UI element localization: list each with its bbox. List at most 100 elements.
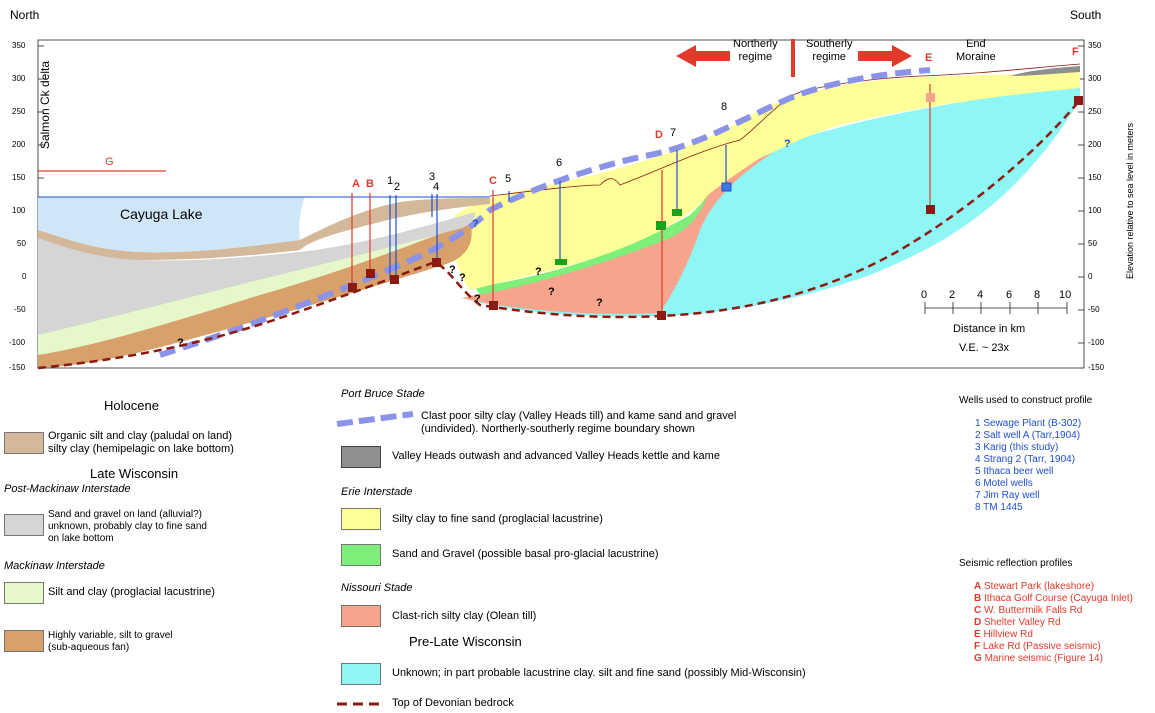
right-axis-title: Elevation relative to sea level in meter…: [1125, 122, 1135, 280]
swatch-olean: [341, 605, 381, 627]
well-item: 4 Strang 2 (Tarr, 1904): [975, 454, 1076, 465]
legend-fan: Highly variable, silt to gravel (sub-aqu…: [48, 630, 173, 654]
seismic-letter-e: E: [925, 52, 933, 64]
ground-surface: [489, 63, 1081, 197]
cross-section-diagram: [37, 39, 1085, 370]
well-number-3: 3: [429, 171, 436, 183]
right-axis: [1078, 45, 1084, 344]
legend-till-line2: (undivided). Northerly-southerly regime …: [421, 423, 695, 435]
end-moraine-line2: Moraine: [956, 51, 996, 63]
uncertainty-mark: ?: [472, 218, 479, 230]
legend-post-mackinaw-line3: on lake bottom: [48, 533, 114, 544]
wells-list: 1 Sewage Plant (B-302) 2 Salt well A (Ta…: [975, 418, 1081, 514]
unit-fan: [38, 222, 472, 368]
well-item: 3 Karig (this study): [975, 442, 1059, 453]
right-tick-label: 100: [1088, 206, 1102, 215]
scale-tick-2: 2: [949, 289, 956, 301]
well-number-8: 8: [721, 101, 728, 113]
seismic-item: F Lake Rd (Passive seismic): [974, 641, 1133, 653]
scale-tick-0: 0: [921, 289, 928, 301]
scale-tick-4: 4: [977, 289, 984, 301]
southerly-line2: regime: [812, 51, 847, 63]
seismic-item-text: Lake Rd (Passive seismic): [982, 641, 1101, 652]
left-tick-label: 50: [17, 239, 26, 248]
legend-outwash: Valley Heads outwash and advanced Valley…: [392, 450, 720, 462]
legend-sand-gravel: Sand and Gravel (possible basal pro-glac…: [392, 548, 659, 560]
late-wisconsin-title: Late Wisconsin: [90, 466, 179, 481]
northerly-regime-label: Northerly regime: [733, 38, 778, 64]
northerly-line2: regime: [738, 51, 773, 63]
left-tick-label: -150: [9, 363, 26, 372]
scale-tick-8: 8: [1034, 289, 1041, 301]
well-item: 1 Sewage Plant (B-302): [975, 418, 1082, 429]
left-tick-label: 250: [12, 107, 26, 116]
unit-unknown: [462, 85, 1080, 317]
southerly-line1: Southerly: [806, 38, 853, 50]
vertical-exaggeration: V.E. ~ 23x: [959, 342, 1010, 354]
legend-post-mackinaw-line1: Sand and gravel on land (alluvial?): [48, 509, 202, 520]
seismic-list: A Stewart Park (lakeshore) B Ithaca Golf…: [974, 581, 1133, 665]
legend-till-line1: Clast poor silty clay (Valley Heads till…: [421, 410, 737, 422]
bedrock-markers: [348, 96, 1083, 320]
uncertainty-mark: ?: [459, 272, 466, 284]
southerly-regime-label: Southerly regime: [806, 38, 852, 64]
swatch-post-mackinaw: [4, 514, 44, 536]
seismic-item-text: Marine seismic (Figure 14): [984, 653, 1103, 664]
seismic-letter-c: C: [489, 175, 497, 187]
uncertainty-mark: ?: [596, 297, 603, 309]
seismic-item-letter: E: [974, 629, 981, 640]
seismic-lines: [38, 84, 931, 316]
seismic-letter-f: F: [1072, 46, 1079, 58]
unit-sand-gravel: [475, 195, 708, 295]
section-header-north: North: [10, 8, 40, 22]
well-item: 5 Ithaca beer well: [975, 466, 1054, 477]
scale-bar: [924, 302, 1068, 314]
seismic-marker-e: [926, 93, 935, 102]
swatch-sand-gravel: [341, 544, 381, 566]
legend-post-mackinaw-line2: unknown, probably clay to fine sand: [48, 521, 207, 532]
holocene-title: Holocene: [104, 398, 159, 413]
right-tick-label: -50: [1088, 305, 1100, 314]
bedrock-line: [37, 99, 1081, 370]
seismic-item-text: Stewart Park (lakeshore): [984, 581, 1095, 592]
legend-unknown: Unknown; in part probable lacustrine cla…: [392, 667, 806, 679]
swatch-holocene: [4, 432, 44, 454]
cayuga-lake-label: Cayuga Lake: [120, 206, 203, 222]
right-tick-label: -150: [1088, 363, 1105, 372]
seismic-letter-d: D: [655, 129, 663, 141]
unit-mackinaw: [38, 215, 468, 365]
seismic-title: Seismic reflection profiles: [959, 558, 1073, 569]
left-tick-label: -100: [9, 338, 26, 347]
erie-title: Erie Interstade: [341, 486, 413, 498]
seismic-item-letter: F: [974, 641, 981, 652]
left-tick-label: 150: [12, 173, 26, 182]
seismic-item-text: Ithaca Golf Course (Cayuga Inlet): [984, 593, 1133, 604]
right-tick-label: -100: [1088, 338, 1105, 347]
pre-late-title: Pre-Late Wisconsin: [409, 634, 522, 649]
seismic-item: D Shelter Valley Rd: [974, 617, 1133, 629]
swatch-unknown: [341, 663, 381, 685]
seismic-item-letter: C: [974, 605, 982, 616]
well-item: 6 Motel wells: [975, 478, 1033, 489]
right-tick-label: 300: [1088, 74, 1102, 83]
legend-fan-line2: (sub-aqueous fan): [48, 642, 130, 653]
uncertainty-mark: ?: [449, 264, 456, 276]
right-tick-label: 0: [1088, 272, 1093, 281]
regime-boundary-line: [159, 67, 931, 358]
scale-tick-10: 10: [1059, 289, 1072, 301]
swatch-fan: [4, 630, 44, 652]
seismic-item-text: Hillview Rd: [983, 629, 1033, 640]
seismic-item: G Marine seismic (Figure 14): [974, 653, 1133, 665]
section-header-south: South: [1070, 8, 1102, 22]
left-tick-label: 100: [12, 206, 26, 215]
legend-mackinaw: Silt and clay (proglacial lacustrine): [48, 586, 215, 598]
legend-holocene: Organic silt and clay (paludal on land) …: [48, 430, 234, 456]
left-tick-label: -50: [14, 305, 26, 314]
uncertainty-mark: ?: [784, 138, 791, 150]
legend-bedrock: Top of Devonian bedrock: [392, 697, 514, 709]
seismic-letter-g: G: [105, 156, 114, 168]
seismic-item: E Hillview Rd: [974, 629, 1133, 641]
right-tick-label: 50: [1088, 239, 1097, 248]
unit-holocene: [38, 198, 490, 260]
well-number-5: 5: [505, 173, 512, 185]
